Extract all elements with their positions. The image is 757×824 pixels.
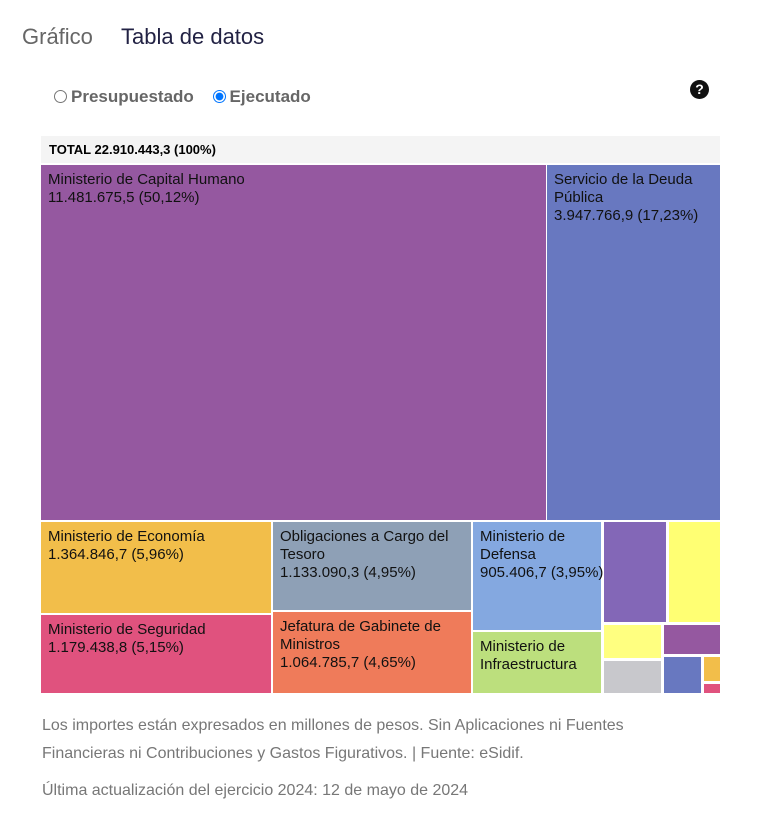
treemap-cell[interactable]: Obligaciones a Cargo del Tesoro 1.133.090…: [273, 522, 471, 610]
treemap-cell-small[interactable]: [604, 522, 666, 622]
tabs: Gráfico Tabla de datos: [22, 24, 286, 50]
treemap-total[interactable]: TOTAL 22.910.443,3 (100%): [41, 136, 720, 163]
treemap-cell[interactable]: Ministerio de Infraestructura: [473, 632, 601, 693]
cell-value: 11.481.675,5 (50,12%): [48, 189, 200, 206]
budget-type-radios: Presupuestado Ejecutado: [54, 87, 325, 107]
treemap-cell-small[interactable]: [704, 684, 720, 693]
treemap-cell-small[interactable]: [604, 661, 661, 693]
cell-label: Ministerio de Defensa: [480, 528, 566, 563]
treemap-cell-small[interactable]: [704, 657, 720, 681]
treemap-cell[interactable]: Ministerio de Seguridad 1.179.438,8 (5,15…: [41, 615, 271, 693]
cell-value: 1.179.438,8 (5,15%): [48, 639, 184, 656]
cell-label: Jefatura de Gabinete de Ministros: [280, 618, 441, 653]
cell-label: Ministerio de Capital Humano: [48, 171, 245, 188]
treemap-cell[interactable]: Servicio de la Deuda Pública 3.947.766,9 …: [547, 165, 720, 520]
treemap-cell[interactable]: Ministerio de Capital Humano 11.481.675,5…: [41, 165, 546, 520]
cell-label: Servicio de la Deuda Pública: [554, 171, 693, 206]
cell-value: 1.133.090,3 (4,95%): [280, 564, 416, 581]
treemap-cell[interactable]: Ministerio de Economía 1.364.846,7 (5,96%…: [41, 522, 271, 613]
cell-label: Obligaciones a Cargo del Tesoro: [280, 528, 449, 563]
treemap-cell[interactable]: Jefatura de Gabinete de Ministros 1.064.7…: [273, 612, 471, 693]
radio-presupuestado[interactable]: Presupuestado: [54, 87, 194, 106]
treemap-cell-small[interactable]: [664, 657, 701, 693]
cell-value: 905.406,7 (3,95%): [480, 564, 604, 581]
cell-value: 1.064.785,7 (4,65%): [280, 654, 416, 671]
treemap-cell[interactable]: Ministerio de Defensa 905.406,7 (3,95%): [473, 522, 604, 630]
treemap-cell-small[interactable]: [604, 625, 661, 658]
footer-note: Los importes están expresados en millone…: [42, 717, 624, 762]
treemap-cell-small[interactable]: [664, 625, 720, 654]
radio-ejecutado[interactable]: Ejecutado: [212, 87, 311, 106]
treemap-cell-small[interactable]: [669, 522, 720, 622]
last-updated: Última actualización del ejercicio 2024:…: [42, 782, 469, 799]
cell-value: 1.364.846,7 (5,96%): [48, 546, 184, 563]
tab-grafico[interactable]: Gráfico: [22, 24, 93, 49]
cell-label: Ministerio de Infraestructura: [480, 638, 577, 673]
question-circle-icon[interactable]: ?: [690, 80, 709, 99]
tab-tabla-de-datos[interactable]: Tabla de datos: [121, 24, 265, 49]
cell-label: Ministerio de Seguridad: [48, 621, 206, 638]
cell-value: 3.947.766,9 (17,23%): [554, 207, 699, 224]
cell-label: Ministerio de Economía: [48, 528, 205, 545]
